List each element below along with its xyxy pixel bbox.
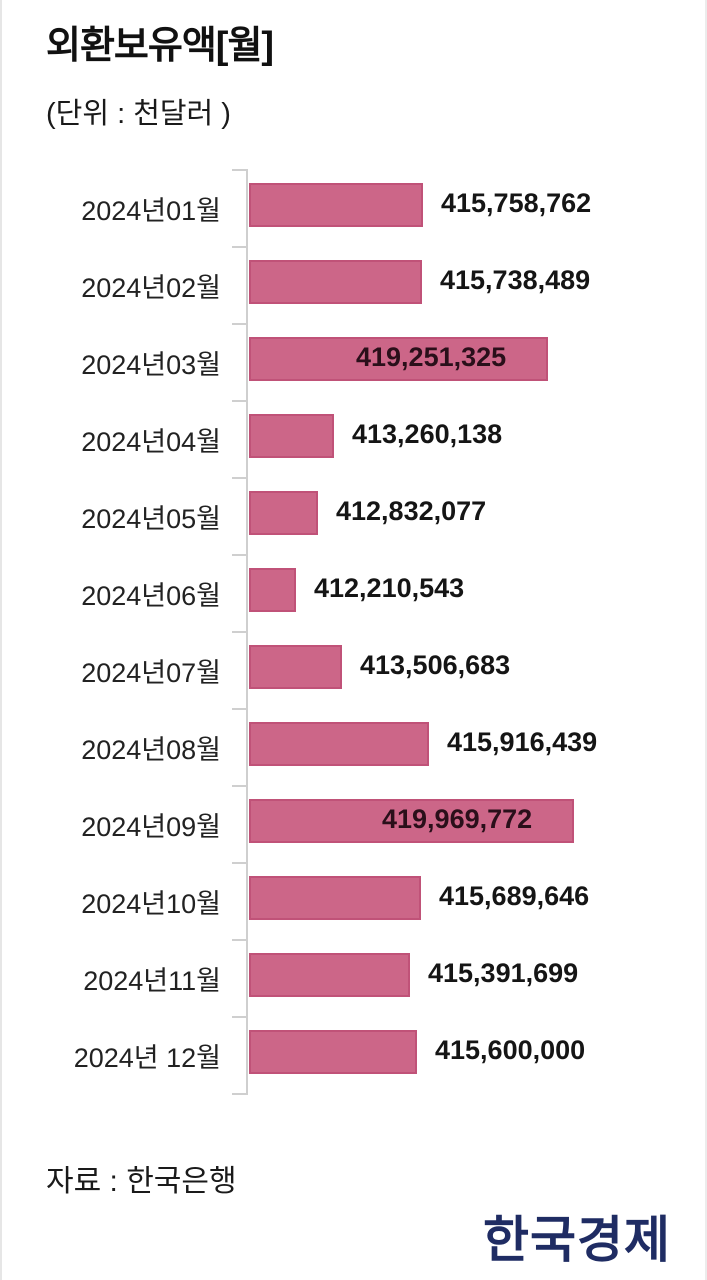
category-label: 2024년01월	[81, 196, 221, 226]
category-label: 2024년 12월	[73, 1043, 221, 1073]
right-border	[705, 0, 707, 1280]
bar-row: 2024년 12월 415,600,000	[0, 1016, 707, 1093]
axis-tick	[232, 554, 248, 556]
value-label: 415,689,646	[439, 881, 590, 911]
axis-tick	[232, 862, 248, 864]
axis-tick	[232, 169, 248, 171]
axis-tick	[232, 939, 248, 941]
bar	[249, 799, 574, 843]
bar-row: 2024년06월 412,210,543	[0, 554, 707, 631]
bar-row: 2024년01월 415,758,762	[0, 169, 707, 246]
bar	[249, 1030, 417, 1074]
value-label: 415,916,439	[447, 727, 598, 757]
bar	[249, 414, 334, 458]
value-label: 413,506,683	[360, 650, 511, 680]
bar	[249, 491, 318, 535]
axis-tick	[232, 1016, 248, 1018]
axis-tick	[232, 400, 248, 402]
publisher-logo: 한국경제	[483, 1210, 671, 1269]
value-label: 419,251,325	[356, 342, 507, 372]
axis-tick	[232, 1093, 248, 1095]
category-label: 2024년10월	[81, 889, 221, 919]
bar-row: 2024년10월 415,689,646	[0, 862, 707, 939]
category-label: 2024년03월	[81, 350, 221, 380]
value-label: 415,738,489	[440, 265, 591, 295]
category-label: 2024년04월	[81, 427, 221, 457]
value-label: 412,210,543	[314, 573, 465, 603]
bar	[249, 568, 296, 612]
axis-tick	[232, 631, 248, 633]
axis-tick	[232, 323, 248, 325]
value-label: 415,600,000	[435, 1035, 586, 1065]
bar-row: 2024년11월 415,391,699	[0, 939, 707, 1016]
category-label: 2024년11월	[83, 966, 221, 996]
bar	[249, 337, 548, 381]
bar-row: 2024년08월 415,916,439	[0, 708, 707, 785]
value-label: 419,969,772	[382, 804, 533, 834]
value-label: 415,391,699	[428, 958, 579, 988]
bar-row: 2024년03월 419,251,325	[0, 323, 707, 400]
axis-tick	[232, 246, 248, 248]
value-label: 412,832,077	[336, 496, 487, 526]
bar	[249, 722, 429, 766]
bar-row: 2024년09월 419,969,772	[0, 785, 707, 862]
unit-label: (단위 : 천달러 )	[46, 98, 231, 130]
category-label: 2024년08월	[81, 735, 221, 765]
bar	[249, 953, 410, 997]
bar-row: 2024년02월 415,738,489	[0, 246, 707, 323]
source-note: 자료 : 한국은행	[46, 1165, 237, 1198]
value-label: 413,260,138	[352, 419, 503, 449]
axis-tick	[232, 708, 248, 710]
bar-row: 2024년05월 412,832,077	[0, 477, 707, 554]
category-label: 2024년09월	[81, 812, 221, 842]
category-label: 2024년02월	[81, 273, 221, 303]
value-label: 415,758,762	[441, 188, 592, 218]
axis-tick	[232, 785, 248, 787]
bar	[249, 876, 421, 920]
category-label: 2024년05월	[81, 504, 221, 534]
category-label: 2024년07월	[81, 658, 221, 688]
left-border	[0, 0, 2, 1280]
bar-row: 2024년04월 413,260,138	[0, 400, 707, 477]
bar	[249, 183, 423, 227]
bar	[249, 260, 422, 304]
bar-row: 2024년07월 413,506,683	[0, 631, 707, 708]
category-label: 2024년06월	[81, 581, 221, 611]
bar	[249, 645, 342, 689]
chart-title: 외환보유액[월]	[46, 25, 274, 67]
axis-tick	[232, 477, 248, 479]
